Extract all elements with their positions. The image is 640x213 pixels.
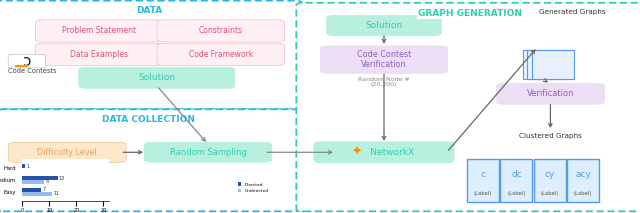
Text: c: c (481, 170, 486, 179)
FancyBboxPatch shape (145, 142, 272, 162)
Text: Random Node #
(20,200): Random Node # (20,200) (358, 77, 410, 88)
Text: ✦: ✦ (351, 146, 362, 159)
FancyBboxPatch shape (527, 50, 570, 79)
Text: Solution: Solution (138, 73, 175, 82)
FancyBboxPatch shape (36, 43, 163, 65)
Bar (22, 192, 52, 196)
FancyBboxPatch shape (8, 142, 126, 162)
Text: NetworkX: NetworkX (353, 148, 415, 157)
Text: 11: 11 (54, 191, 60, 196)
Text: acy: acy (575, 170, 591, 179)
Text: ↄ: ↄ (22, 54, 31, 69)
Text: Generated Graphs: Generated Graphs (540, 9, 606, 15)
Text: 8: 8 (45, 179, 49, 184)
Text: 7: 7 (43, 187, 46, 192)
FancyBboxPatch shape (467, 159, 499, 202)
FancyBboxPatch shape (534, 159, 566, 202)
Text: (Label): (Label) (474, 191, 492, 196)
Legend: Directed, Undirected: Directed, Undirected (236, 181, 271, 195)
FancyBboxPatch shape (8, 55, 45, 68)
FancyBboxPatch shape (567, 159, 599, 202)
Text: DATA: DATA (136, 6, 162, 15)
Text: Constraints: Constraints (199, 26, 243, 35)
Text: Data Examples: Data Examples (70, 50, 128, 59)
Text: Clustered Graphs: Clustered Graphs (519, 133, 582, 139)
FancyBboxPatch shape (157, 20, 284, 42)
Text: 13: 13 (59, 176, 65, 181)
Text: (Label): (Label) (574, 191, 592, 196)
Text: Random Sampling: Random Sampling (170, 148, 246, 157)
FancyBboxPatch shape (36, 20, 163, 42)
Text: Code Framework: Code Framework (189, 50, 253, 59)
FancyBboxPatch shape (320, 46, 448, 73)
Text: dc: dc (511, 170, 522, 179)
FancyBboxPatch shape (0, 1, 302, 109)
FancyBboxPatch shape (79, 67, 235, 88)
Text: GRAPH GENERATION: GRAPH GENERATION (419, 9, 522, 17)
FancyBboxPatch shape (0, 109, 302, 211)
FancyBboxPatch shape (157, 43, 284, 65)
Text: Verification: Verification (527, 89, 574, 98)
Text: Code Contest
Verification: Code Contest Verification (357, 50, 411, 69)
Text: Code Contests: Code Contests (8, 68, 56, 74)
FancyBboxPatch shape (314, 142, 454, 163)
Bar (22, 188, 42, 192)
Text: (Label): (Label) (541, 191, 559, 196)
Text: (Label): (Label) (508, 191, 525, 196)
Text: Problem Statement: Problem Statement (62, 26, 136, 35)
FancyBboxPatch shape (523, 50, 565, 79)
Text: cy: cy (545, 170, 555, 179)
FancyBboxPatch shape (326, 15, 442, 36)
FancyBboxPatch shape (497, 83, 604, 104)
Bar (22, 180, 44, 184)
Bar (22, 164, 25, 168)
Text: Difficulty Level: Difficulty Level (37, 148, 97, 157)
Text: Solution: Solution (365, 21, 403, 30)
Text: DATA COLLECTION: DATA COLLECTION (102, 115, 195, 124)
FancyBboxPatch shape (296, 3, 640, 211)
FancyBboxPatch shape (532, 50, 574, 79)
Text: 1: 1 (26, 164, 29, 169)
FancyBboxPatch shape (500, 159, 532, 202)
Bar (22, 176, 58, 180)
